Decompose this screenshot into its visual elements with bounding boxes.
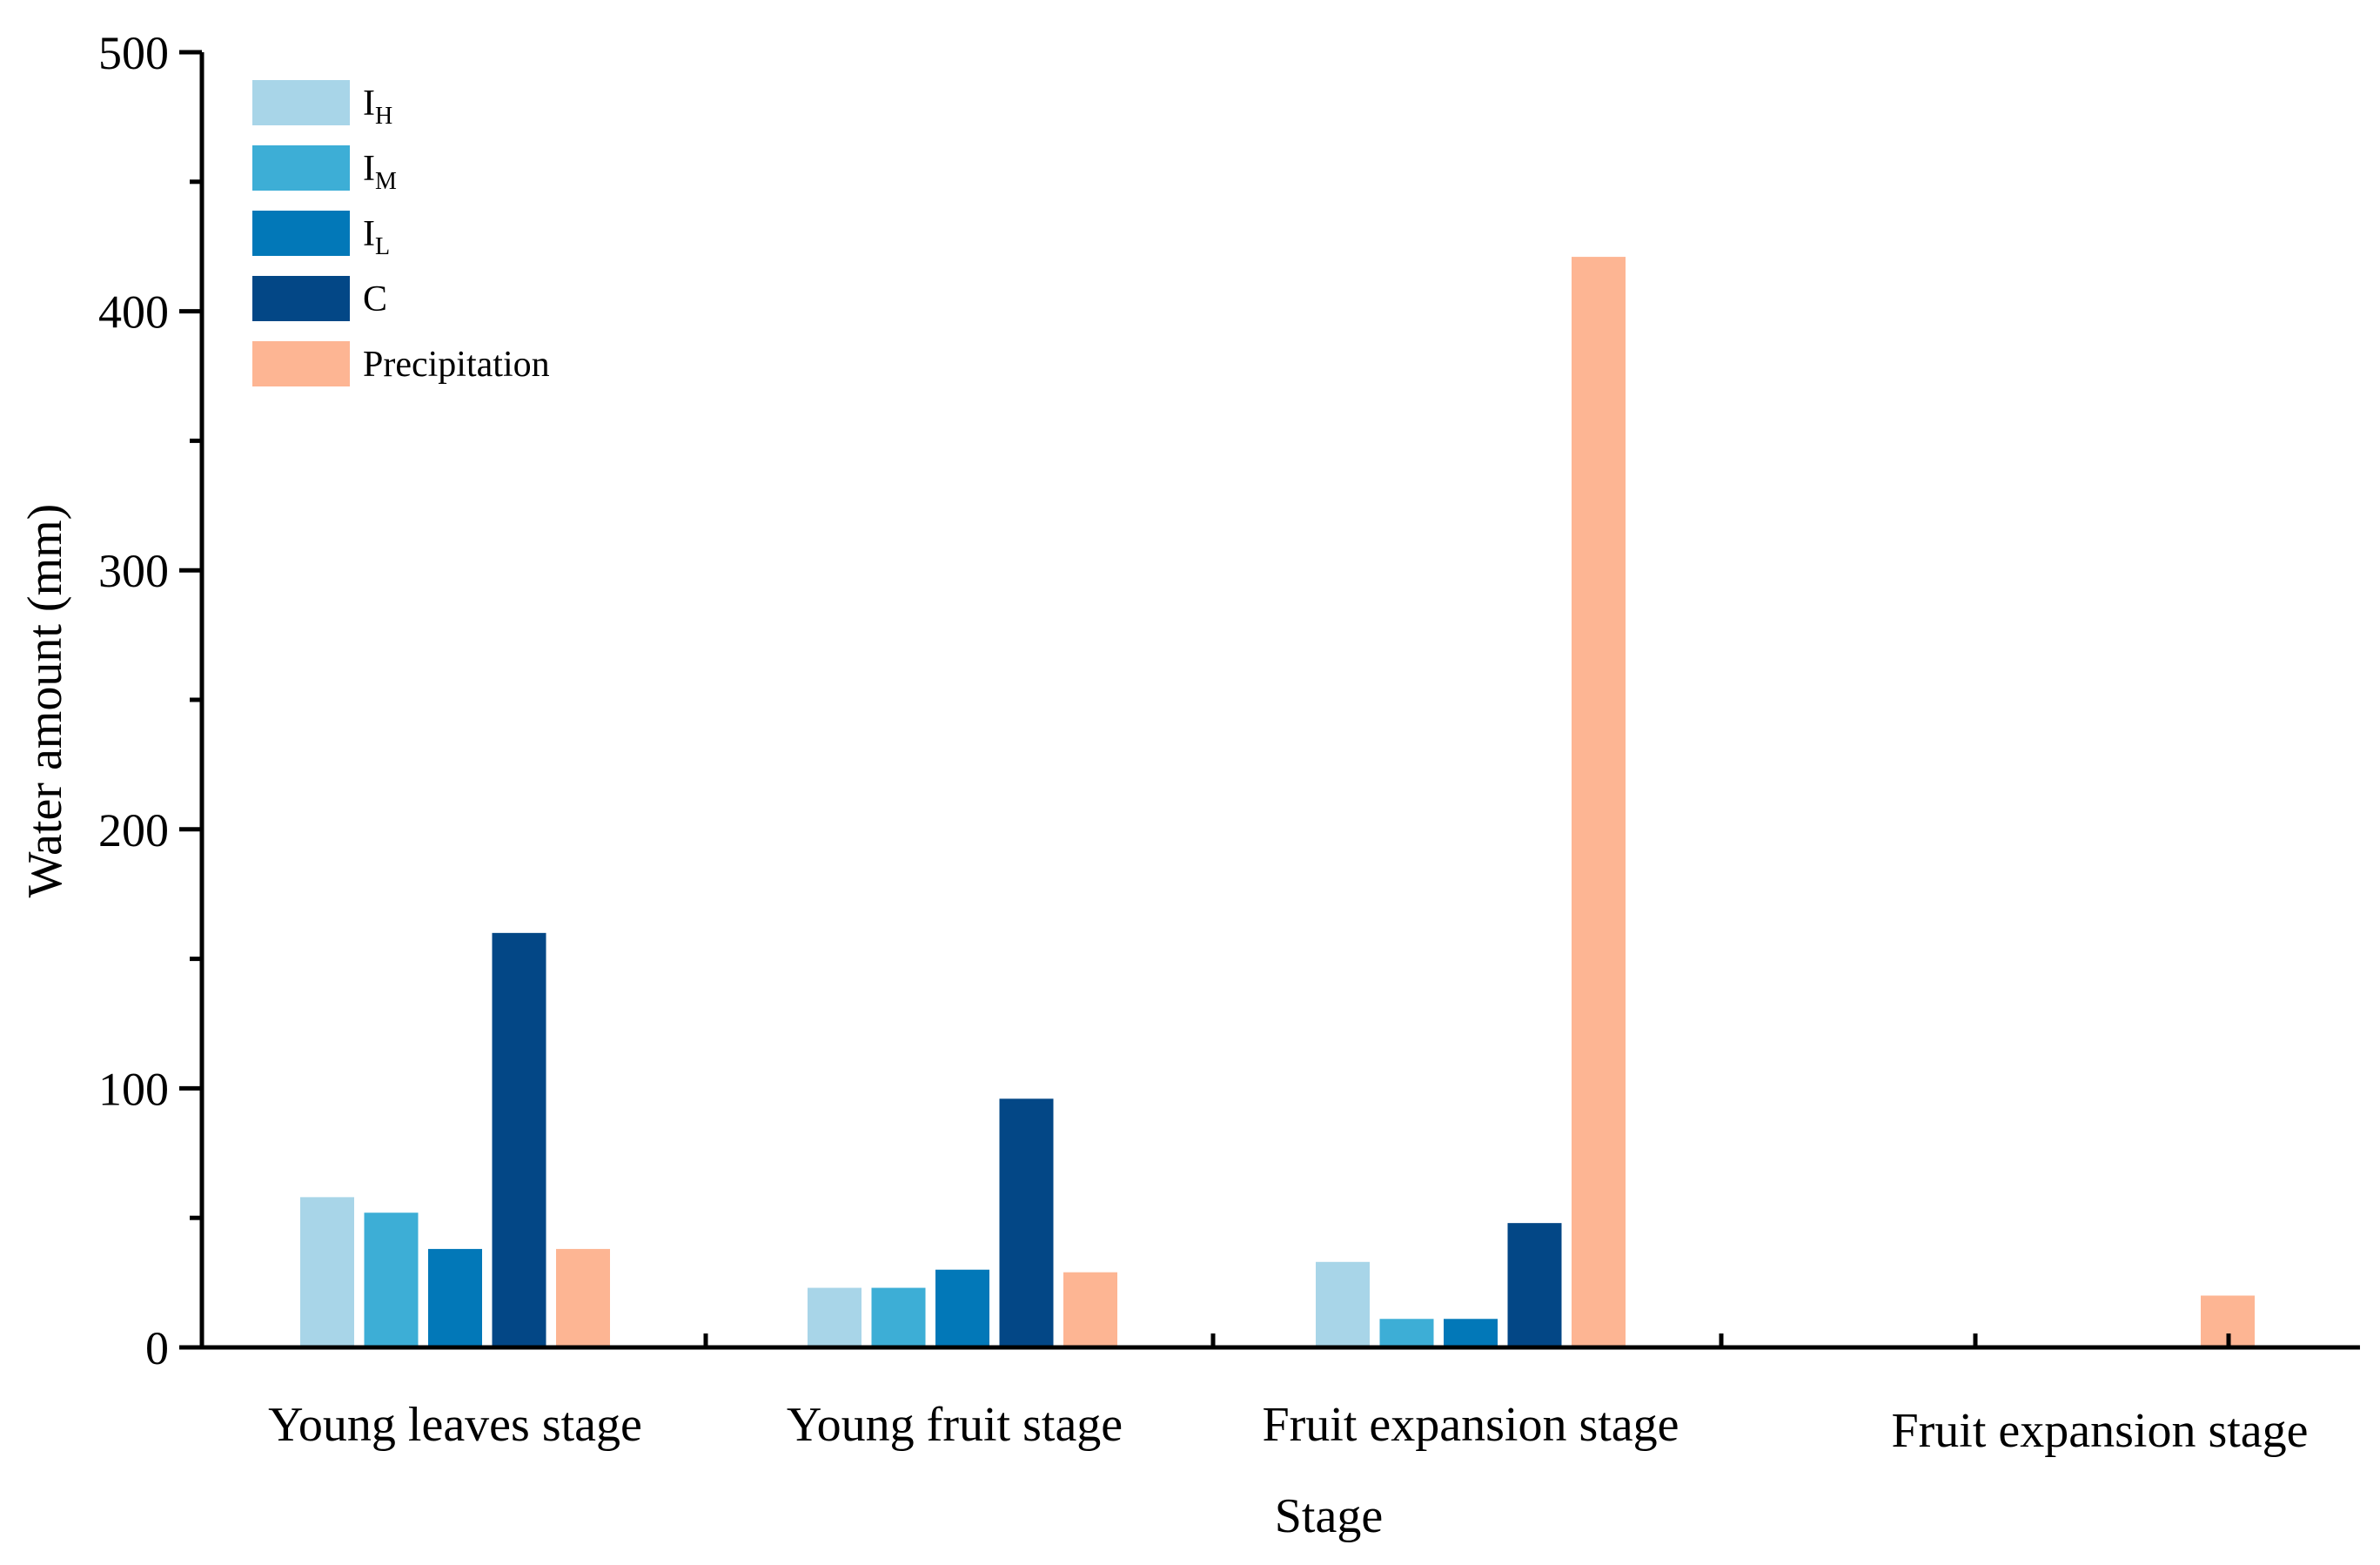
bar-il-1 <box>428 1248 482 1347</box>
bar-c-2 <box>999 1098 1054 1347</box>
bar-im-3 <box>1379 1319 1434 1347</box>
bar-ih-2 <box>808 1287 861 1347</box>
bar-c-3 <box>1507 1223 1562 1347</box>
labels-group: Water amount (mm) Stage <box>18 504 1383 1543</box>
bar-c-1 <box>492 932 546 1347</box>
legend-label-im: IM <box>363 149 397 195</box>
y-tick-label-200: 200 <box>98 804 169 856</box>
bar-im-1 <box>364 1212 419 1347</box>
legend-subscript: H <box>375 103 392 130</box>
legend-subscript: L <box>375 233 390 260</box>
bar-precipitation-1 <box>556 1248 610 1347</box>
bar-ih-1 <box>300 1197 354 1347</box>
legend-subscript: M <box>375 168 397 195</box>
legend: IH IM IL C Precipitation <box>252 80 550 386</box>
bar-il-3 <box>1444 1319 1498 1347</box>
legend-swatch-im <box>252 145 350 191</box>
y-tick-label-300: 300 <box>98 545 169 597</box>
legend-label-precipitation: Precipitation <box>363 345 550 385</box>
y-tick-label-0: 0 <box>145 1322 169 1374</box>
axes-group: 0 100 200 300 400 500 Young leaves stage Young … <box>98 27 2360 1458</box>
y-tick-label-100: 100 <box>98 1063 169 1115</box>
legend-label-il: IL <box>363 214 390 260</box>
legend-swatch-precipitation <box>252 341 350 386</box>
y-tick-label-400: 400 <box>98 286 169 339</box>
x-category-label-2: Young fruit stage <box>787 1398 1123 1452</box>
legend-swatch-il <box>252 211 350 256</box>
bar-im-2 <box>871 1287 926 1347</box>
bars-group <box>300 257 2255 1347</box>
legend-label-c: C <box>363 279 387 319</box>
bar-precipitation-2 <box>1063 1272 1117 1347</box>
x-category-label-1: Young leaves stage <box>268 1398 642 1452</box>
x-axis-title: Stage <box>1275 1489 1383 1543</box>
x-category-label-4: Fruit expansion stage <box>1891 1404 2308 1458</box>
bar-precipitation-3 <box>1572 257 1626 1347</box>
x-category-label-3: Fruit expansion stage <box>1262 1398 1679 1452</box>
bar-il-2 <box>935 1269 989 1347</box>
legend-swatch-c <box>252 276 350 321</box>
legend-label-ih: IH <box>363 84 392 130</box>
y-tick-label-500: 500 <box>98 27 169 79</box>
bar-ih-3 <box>1316 1261 1370 1347</box>
y-axis-title: Water amount (mm) <box>18 504 72 898</box>
legend-swatch-ih <box>252 80 350 125</box>
